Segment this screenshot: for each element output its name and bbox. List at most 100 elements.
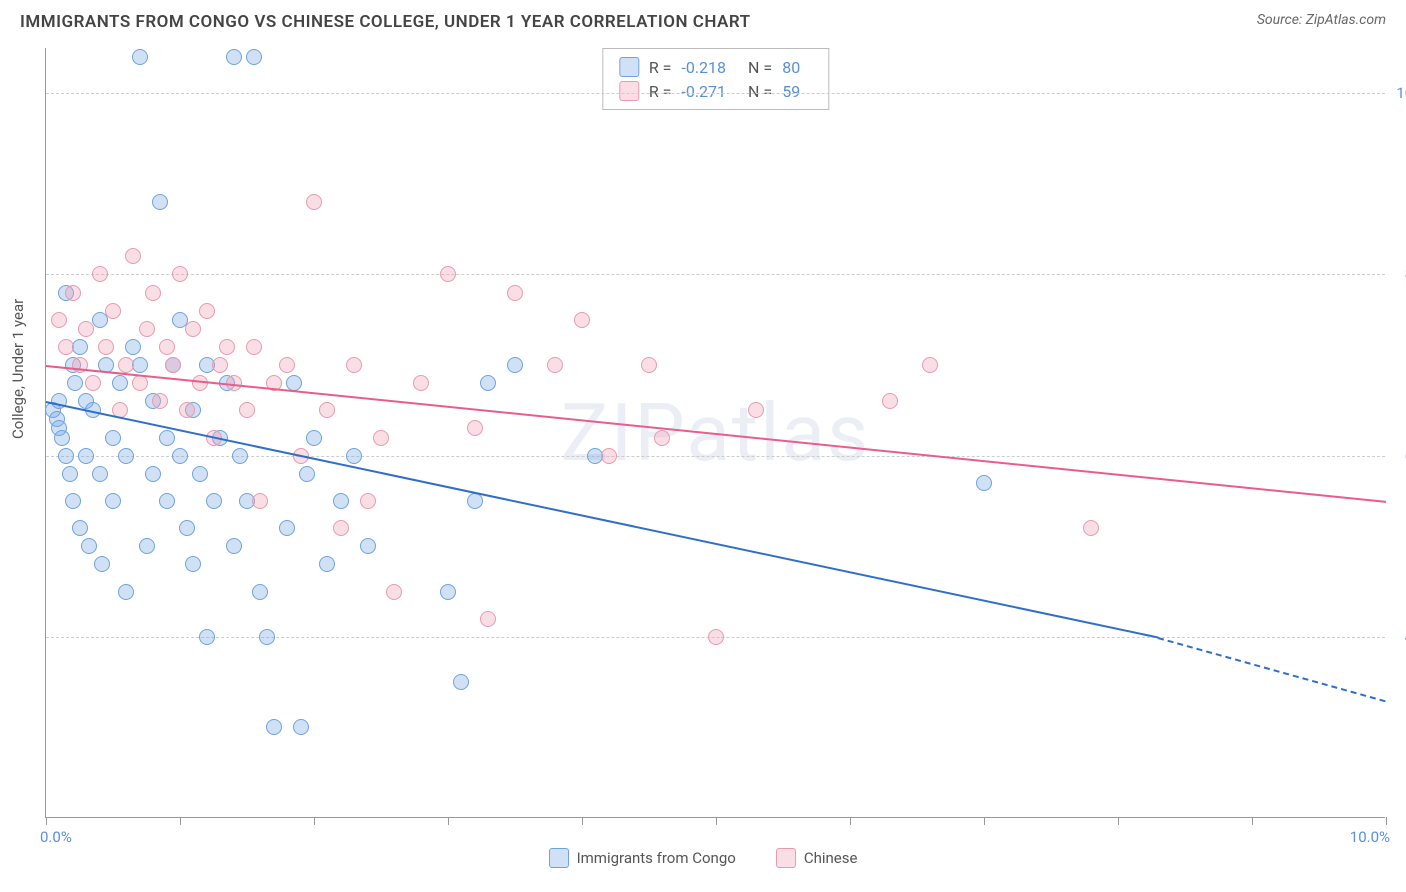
- legend-label: Chinese: [804, 849, 858, 867]
- scatter-point: [179, 520, 195, 536]
- scatter-point: [748, 402, 764, 418]
- scatter-point: [226, 538, 242, 554]
- scatter-point: [882, 393, 898, 409]
- stat-r-value: -0.218: [681, 58, 726, 77]
- scatter-point: [159, 339, 175, 355]
- scatter-point: [185, 556, 201, 572]
- scatter-point: [346, 357, 362, 373]
- scatter-point: [333, 520, 349, 536]
- scatter-point: [152, 194, 168, 210]
- scatter-point: [467, 493, 483, 509]
- scatter-point: [306, 194, 322, 210]
- scatter-point: [118, 448, 134, 464]
- scatter-point: [92, 266, 108, 282]
- scatter-point: [199, 303, 215, 319]
- stat-r-label: R =: [649, 82, 672, 101]
- gridline: [46, 274, 1385, 275]
- stats-row: R =-0.271N =59: [619, 79, 812, 103]
- scatter-point: [172, 448, 188, 464]
- x-tick: [1386, 817, 1387, 825]
- scatter-point: [507, 357, 523, 373]
- scatter-point: [601, 448, 617, 464]
- stat-n-label: N =: [748, 58, 772, 77]
- trend-line: [46, 401, 1159, 638]
- scatter-point: [440, 266, 456, 282]
- scatter-point: [641, 357, 657, 373]
- x-tick: [180, 817, 181, 825]
- scatter-point: [118, 584, 134, 600]
- scatter-point: [333, 493, 349, 509]
- scatter-point: [246, 49, 262, 65]
- scatter-point: [81, 538, 97, 554]
- scatter-point: [65, 493, 81, 509]
- scatter-point: [252, 493, 268, 509]
- stat-n-label: N =: [748, 82, 772, 101]
- scatter-point: [145, 285, 161, 301]
- legend-swatch: [619, 57, 639, 77]
- scatter-point: [299, 466, 315, 482]
- scatter-point: [212, 357, 228, 373]
- scatter-point: [293, 719, 309, 735]
- scatter-point: [360, 493, 376, 509]
- scatter-point: [58, 339, 74, 355]
- scatter-point: [192, 466, 208, 482]
- scatter-point: [58, 448, 74, 464]
- y-tick-label: 100.0%: [1396, 84, 1406, 102]
- scatter-point: [440, 584, 456, 600]
- scatter-point: [159, 493, 175, 509]
- x-tick: [1252, 817, 1253, 825]
- source-attribution: Source: ZipAtlas.com: [1257, 12, 1386, 28]
- stats-row: R =-0.218N =80: [619, 55, 812, 79]
- scatter-point: [92, 466, 108, 482]
- scatter-point: [85, 375, 101, 391]
- x-tick: [716, 817, 717, 825]
- scatter-point: [139, 538, 155, 554]
- scatter-point: [112, 375, 128, 391]
- scatter-point: [118, 357, 134, 373]
- scatter-point: [179, 402, 195, 418]
- scatter-point: [125, 339, 141, 355]
- scatter-point: [94, 556, 110, 572]
- scatter-point: [125, 248, 141, 264]
- scatter-point: [172, 266, 188, 282]
- scatter-point: [78, 448, 94, 464]
- scatter-point: [65, 285, 81, 301]
- scatter-point: [51, 312, 67, 328]
- stats-legend-box: R =-0.218N =80R =-0.271N =59: [602, 48, 829, 110]
- scatter-point: [306, 430, 322, 446]
- scatter-point: [976, 475, 992, 491]
- legend-swatch: [549, 848, 569, 868]
- stat-r-label: R =: [649, 58, 672, 77]
- scatter-point: [206, 493, 222, 509]
- scatter-point: [360, 538, 376, 554]
- scatter-point: [226, 49, 242, 65]
- gridline: [46, 93, 1385, 94]
- scatter-point: [279, 520, 295, 536]
- x-axis-labels: 0.0% 10.0%: [45, 828, 1385, 848]
- scatter-point: [246, 339, 262, 355]
- scatter-point: [252, 584, 268, 600]
- scatter-point: [145, 466, 161, 482]
- bottom-legend: Immigrants from CongoChinese: [0, 848, 1406, 868]
- x-tick: [448, 817, 449, 825]
- scatter-point: [152, 393, 168, 409]
- scatter-point: [199, 629, 215, 645]
- scatter-point: [159, 430, 175, 446]
- scatter-point: [480, 611, 496, 627]
- scatter-point: [98, 339, 114, 355]
- scatter-point: [54, 430, 70, 446]
- scatter-point: [239, 402, 255, 418]
- legend-item: Chinese: [776, 848, 858, 868]
- scatter-point: [507, 285, 523, 301]
- scatter-point: [72, 520, 88, 536]
- scatter-point: [266, 719, 282, 735]
- scatter-point: [413, 375, 429, 391]
- x-axis-min-label: 0.0%: [40, 828, 72, 846]
- stat-r-value: -0.271: [681, 82, 726, 101]
- scatter-point: [185, 321, 201, 337]
- scatter-point: [165, 357, 181, 373]
- chart-title: IMMIGRANTS FROM CONGO VS CHINESE COLLEGE…: [20, 12, 751, 32]
- scatter-point: [319, 556, 335, 572]
- scatter-point: [132, 49, 148, 65]
- x-tick: [314, 817, 315, 825]
